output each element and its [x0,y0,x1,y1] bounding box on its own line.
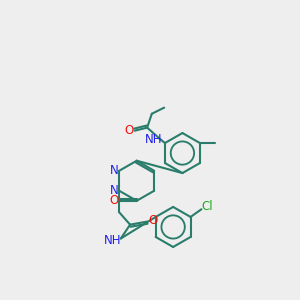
Text: O: O [149,214,158,226]
Text: O: O [125,124,134,137]
Text: Cl: Cl [202,200,213,213]
Text: O: O [110,194,119,207]
Text: N: N [110,184,119,197]
Text: NH: NH [146,133,163,146]
Text: NH: NH [104,234,122,247]
Text: N: N [110,164,119,177]
